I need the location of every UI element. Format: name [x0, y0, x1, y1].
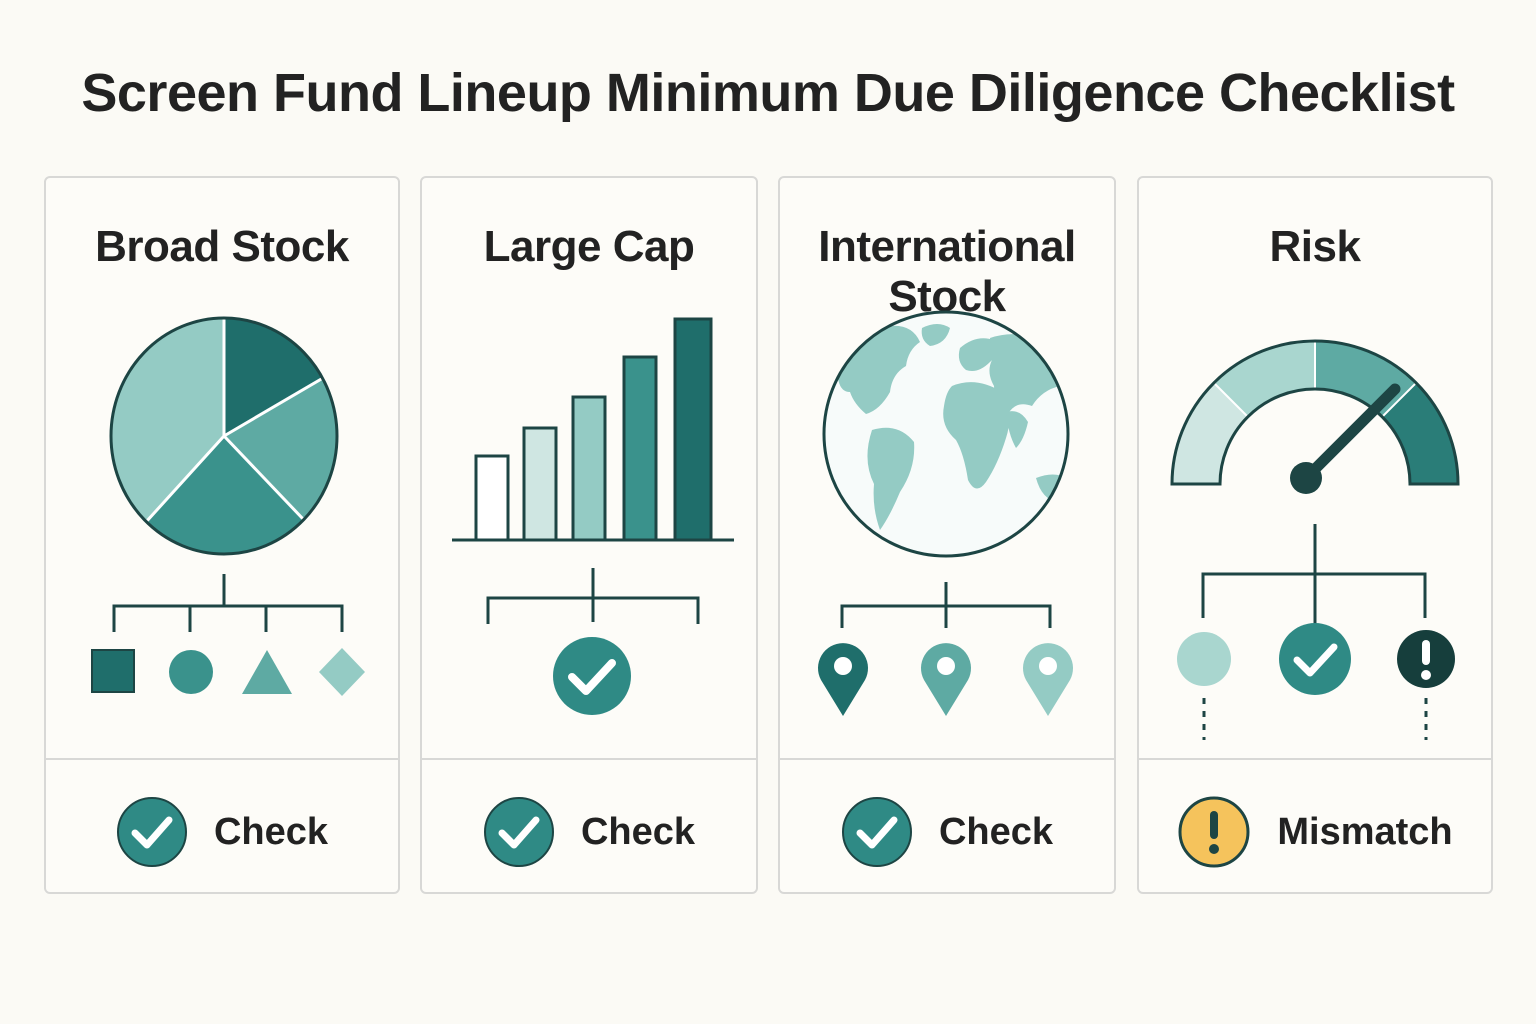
card-title: Broad Stock: [95, 222, 349, 271]
tree-connector: [840, 582, 1052, 628]
diamond-shape-icon: [319, 648, 365, 696]
globe-icon: [818, 310, 1073, 716]
card-divider: [46, 758, 398, 760]
card-international-stock: International Stock: [778, 176, 1116, 894]
status-label: Mismatch: [1277, 810, 1453, 853]
status-label: Check: [580, 810, 696, 853]
bar: [622, 355, 658, 542]
card-title: Large Cap: [483, 222, 695, 271]
circle-shape-icon: [169, 650, 213, 694]
location-pin-icon: [818, 643, 868, 716]
card-title: Risk: [1269, 222, 1361, 271]
check-circle-icon: [841, 797, 912, 867]
status-row: Check: [780, 792, 1114, 872]
card-large-cap: Large Cap Check: [420, 176, 758, 894]
triangle-shape-icon: [242, 650, 292, 694]
card-broad-stock: Broad Stock Check: [44, 176, 400, 894]
bar: [673, 317, 713, 542]
card-divider: [1139, 758, 1491, 760]
gauge: [1170, 339, 1460, 494]
bar-chart: [452, 317, 734, 542]
tree-connector: [1201, 524, 1427, 628]
dotted-connector: [1202, 698, 1428, 740]
gauge-segment: [1172, 383, 1248, 484]
status-label: Check: [213, 810, 329, 853]
pie-chart-icon: [91, 316, 365, 696]
bar-chart-icon: [452, 317, 734, 715]
check-circle-icon: [116, 797, 187, 867]
location-pin-icon: [1023, 643, 1073, 716]
status-row: Check: [46, 792, 398, 872]
pie-chart: [109, 316, 339, 556]
pie-slice: [224, 378, 338, 520]
gauge-hub: [1290, 462, 1322, 494]
square-shape-icon: [91, 649, 135, 693]
page-title: Screen Fund Lineup Minimum Due Diligence…: [81, 63, 1455, 123]
check-circle-icon: [483, 797, 554, 867]
tree-connector: [112, 574, 344, 632]
gauge-segment: [1382, 383, 1458, 484]
pie-slice: [146, 436, 304, 555]
check-circle-icon: [553, 637, 631, 715]
continents: [838, 324, 1067, 530]
status-row: Check: [422, 792, 756, 872]
bar: [474, 454, 510, 542]
card-divider: [780, 758, 1114, 760]
gauge-icon: [1170, 339, 1460, 740]
pending-circle-icon: [1177, 632, 1231, 686]
card-title: International Stock: [818, 222, 1076, 321]
bar: [571, 395, 607, 542]
tree-connector: [486, 568, 700, 624]
gauge-needle: [1300, 383, 1401, 484]
warning-icon: [1178, 796, 1250, 868]
status-label: Check: [938, 810, 1054, 853]
card-risk: Risk: [1137, 176, 1493, 894]
pie-slice: [110, 317, 224, 522]
bar: [522, 426, 558, 542]
check-circle-icon: [1279, 623, 1351, 695]
alert-circle-icon: [1397, 630, 1455, 688]
status-row: Mismatch: [1139, 792, 1491, 872]
gauge-segment: [1214, 341, 1315, 417]
card-divider: [422, 758, 756, 760]
location-pin-icon: [921, 643, 971, 716]
